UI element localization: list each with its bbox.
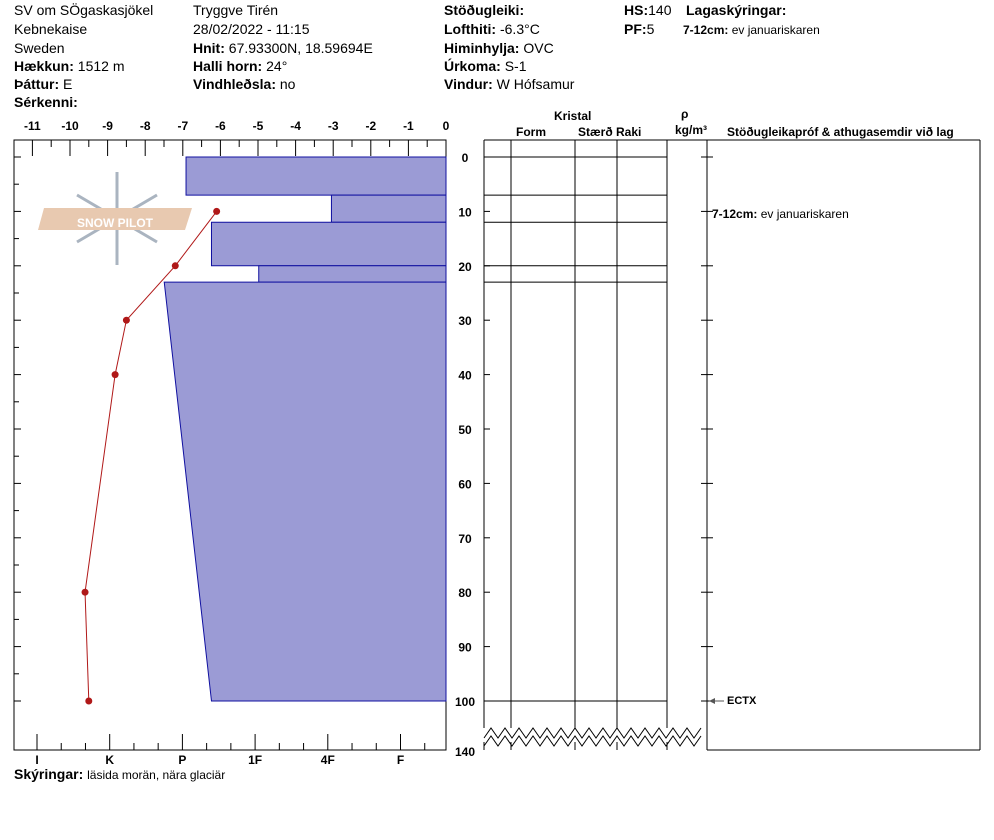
area: Kebnekaise	[14, 21, 88, 37]
temp-tick-label: -8	[140, 119, 151, 133]
axis-break	[483, 735, 702, 747]
layer-bar	[163, 281, 447, 702]
temp-point	[171, 262, 179, 270]
datetime: 28/02/2022 - 11:15	[193, 21, 310, 37]
features-label: Sérkenni:	[14, 94, 78, 110]
wind-loading: Vindhleðsla: no	[193, 76, 296, 92]
hardness-tick-label: I	[35, 753, 38, 767]
depth-tick-label: 40	[458, 369, 472, 383]
depth-tick-label: 50	[458, 423, 472, 437]
temp-point	[111, 371, 119, 379]
stability-label: Stöðugleiki:	[444, 2, 525, 18]
col-size: Stærð	[578, 125, 613, 139]
col-moisture: Raki	[616, 125, 642, 139]
col-density: kg/m³	[675, 123, 708, 137]
depth-tick-label: 20	[458, 260, 472, 274]
temp-tick-label: -1	[403, 119, 414, 133]
precip: Úrkoma: S-1	[444, 58, 527, 74]
hs: HS:140	[624, 2, 672, 18]
layer-bar	[330, 194, 447, 223]
pf: PF:5	[624, 21, 655, 37]
temp-point	[85, 697, 93, 705]
temp-tick-label: -11	[24, 119, 41, 133]
temp-point	[81, 588, 89, 596]
hardness-tick-label: 4F	[321, 753, 335, 767]
temp-tick-label: -9	[102, 119, 113, 133]
col-kristal: Kristal	[554, 109, 592, 123]
temp-tick-label: -2	[365, 119, 376, 133]
depth-tick-label: 90	[458, 641, 472, 655]
coords: Hnit: 67.93300N, 18.59694E	[193, 40, 373, 56]
depth-tick-label: 100	[455, 695, 475, 709]
aspect: Þáttur: E	[14, 76, 73, 92]
hardness-tick-label: 1F	[248, 753, 262, 767]
location: SV om SÖgaskasjökel	[14, 2, 154, 18]
logo-banner	[38, 208, 192, 230]
depth-tick-label: 80	[458, 586, 472, 600]
layer-bar	[258, 265, 447, 283]
layer-notes-label: Lagaskýringar:	[686, 2, 787, 18]
layer-note: 7-12cm: ev januariskaren	[683, 23, 820, 37]
sky: Himinhylja: OVC	[444, 40, 554, 56]
wind: Vindur: W Hófsamur	[444, 76, 575, 92]
temp-point	[213, 207, 221, 215]
air-temp: Lofthiti: -6.3°C	[444, 21, 540, 37]
temp-tick-label: -6	[215, 119, 226, 133]
temp-line	[84, 211, 218, 702]
axis-break	[483, 727, 702, 739]
depth-bottom-label: 140	[455, 745, 475, 759]
temp-tick-label: -10	[61, 119, 79, 133]
depth-tick-label: 70	[458, 532, 472, 546]
depth-tick-label: 0	[462, 151, 469, 165]
col-form: Form	[516, 125, 546, 139]
layer-bar	[185, 156, 447, 196]
depth-tick-label: 30	[458, 314, 472, 328]
slope: Halli horn: 24°	[193, 58, 288, 74]
temp-tick-label: 0	[443, 119, 450, 133]
temp-tick-label: -3	[328, 119, 339, 133]
test-arrow-head	[709, 698, 715, 704]
layer-comment: 7-12cm: ev januariskaren	[712, 207, 849, 221]
country: Sweden	[14, 40, 65, 56]
hardness-tick-label: P	[178, 753, 186, 767]
depth-tick-label: 60	[458, 477, 472, 491]
test-result: ECTX	[727, 695, 757, 707]
hardness-tick-label: K	[105, 753, 114, 767]
temp-tick-label: -4	[290, 119, 301, 133]
temp-point	[122, 316, 130, 324]
observer: Tryggve Tirén	[193, 2, 279, 18]
logo-text: SNOW PILOT	[77, 216, 154, 230]
temp-tick-label: -5	[253, 119, 264, 133]
temp-tick-label: -7	[177, 119, 188, 133]
col-rho: ρ	[681, 107, 689, 121]
elevation: Hækkun: 1512 m	[14, 58, 125, 74]
footer-notes: Skýringar: läsida morän, nära glaciär	[14, 766, 226, 782]
hardness-tick-label: F	[397, 753, 404, 767]
depth-tick-label: 10	[458, 205, 472, 219]
col-tests: Stöðugleikapróf & athugasemdir við lag	[727, 125, 954, 139]
layer-bar	[210, 221, 447, 267]
